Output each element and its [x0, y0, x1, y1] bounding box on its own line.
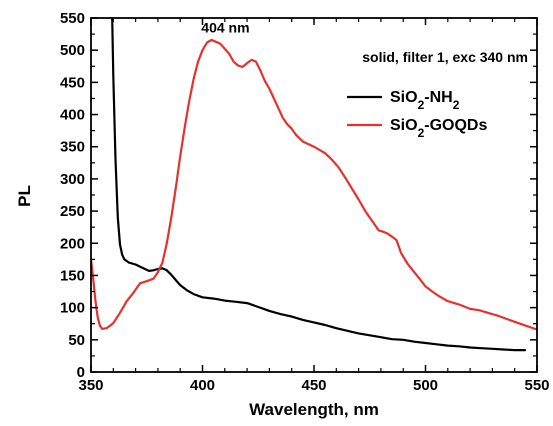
y-tick-label: 400	[60, 107, 85, 124]
y-axis-title: PL	[15, 185, 34, 207]
y-tick-label: 100	[60, 300, 85, 317]
x-tick-label: 400	[190, 377, 215, 394]
legend-label-sio2-nh2: SiO2-NH2	[390, 89, 460, 112]
x-tick-label: 350	[78, 377, 103, 394]
series-line-1	[91, 38, 537, 331]
plot-area	[91, 18, 537, 352]
axes: 350 400 450 500 550 0 50 100 150 200 250 300 350 400 4…	[60, 10, 550, 394]
y-tick-label: 550	[60, 10, 85, 27]
y-tick-label: 50	[68, 332, 85, 349]
x-axis-title: Wavelength, nm	[249, 400, 379, 419]
y-tick-label: 200	[60, 235, 85, 252]
y-tick-label: 300	[60, 171, 85, 188]
y-tick-label: 450	[60, 74, 85, 91]
series-line-0	[111, 18, 526, 352]
plot-frame	[90, 17, 538, 373]
y-tick-label: 250	[60, 203, 85, 220]
peak-annotation: 404 nm	[201, 20, 249, 36]
y-tick-label: 0	[77, 364, 85, 381]
x-tick-label: 450	[301, 377, 326, 394]
legend-label-sio2-goqds: SiO2-GOQDs	[390, 117, 487, 140]
y-tick-label: 150	[60, 267, 85, 284]
x-tick-label: 550	[524, 377, 549, 394]
x-tick-label: 500	[413, 377, 438, 394]
legend: SiO2-NH2 SiO2-GOQDs	[347, 89, 487, 140]
condition-annotation: solid, filter 1, exc 340 nm	[362, 49, 528, 65]
y-tick-label: 350	[60, 139, 85, 156]
y-tick-label: 500	[60, 42, 85, 59]
